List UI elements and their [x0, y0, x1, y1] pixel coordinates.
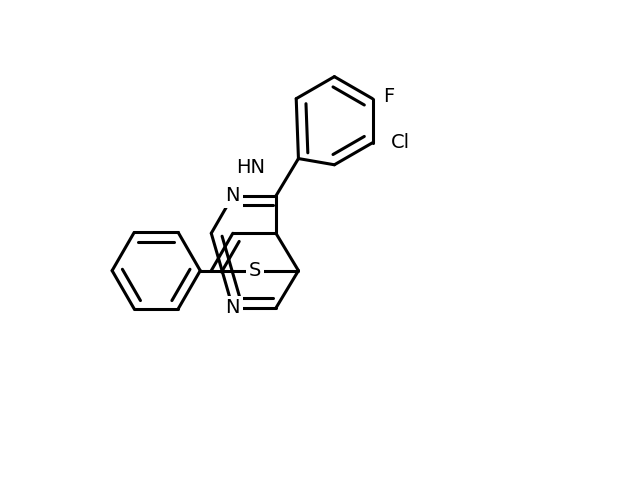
Text: N: N [225, 298, 240, 318]
Text: HN: HN [236, 158, 265, 177]
Text: S: S [249, 261, 262, 280]
Text: F: F [383, 87, 394, 106]
Text: Cl: Cl [391, 133, 410, 152]
Text: N: N [225, 186, 240, 205]
